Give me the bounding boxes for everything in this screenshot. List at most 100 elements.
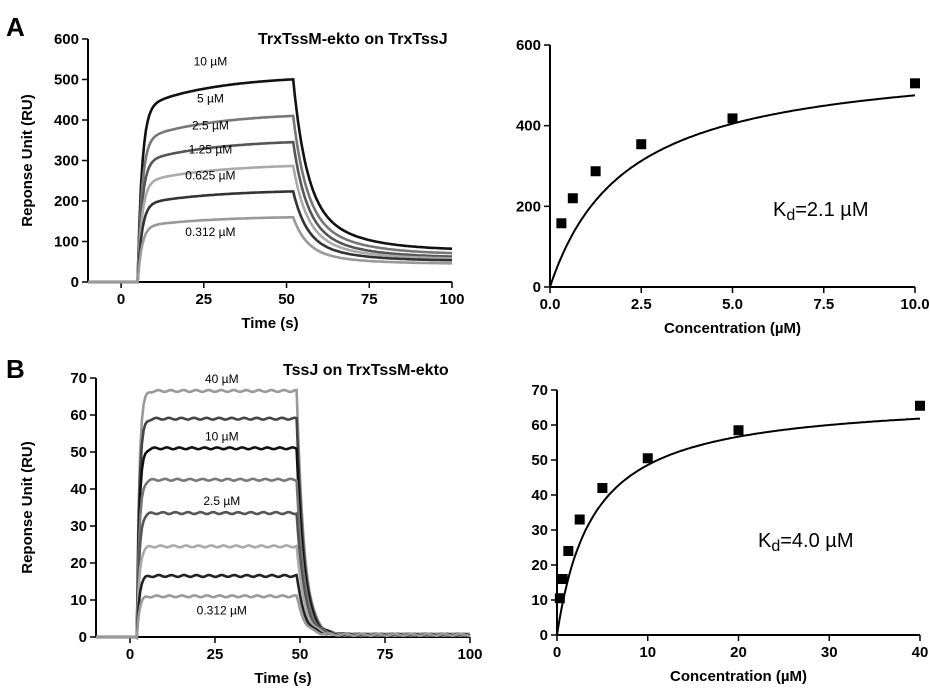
fit-curve <box>556 417 921 636</box>
x-tick-label: 25 <box>207 646 224 663</box>
y-tick-label: 70 <box>531 382 548 399</box>
concentration-label: 1.25 µM <box>189 143 233 157</box>
data-point <box>557 574 568 584</box>
panel-letter-a: A <box>6 12 25 42</box>
sensorgram-trace <box>88 190 453 284</box>
y-tick-label: 200 <box>516 198 541 215</box>
y-tick-label: 60 <box>531 417 548 434</box>
y-tick-label: 10 <box>70 592 87 609</box>
x-tick-label: 20 <box>730 644 747 661</box>
y-axis-label: Reponse Unit (RU) <box>19 441 36 574</box>
sensorgram-trace <box>96 544 471 639</box>
x-tick-label: 50 <box>278 291 295 308</box>
data-point <box>910 78 920 89</box>
sensorgram-trace <box>88 114 452 284</box>
y-tick-label: 60 <box>70 407 87 424</box>
sensorgram-trace <box>96 416 471 641</box>
y-tick-label: 0 <box>533 279 541 296</box>
y-tick-label: 10 <box>531 592 548 609</box>
sensorgram-trace <box>96 573 471 639</box>
panel-letter-b: B <box>6 354 25 384</box>
sensorgram-trace <box>88 78 452 284</box>
sensorgram-trace <box>96 477 471 639</box>
y-tick-label: 50 <box>70 444 87 461</box>
data-point <box>554 593 565 604</box>
y-tick-label: 70 <box>70 370 87 387</box>
x-axis-label: Concentration (µM) <box>670 668 807 685</box>
y-tick-label: 30 <box>531 522 548 539</box>
x-tick-label: 40 <box>912 644 929 661</box>
concentration-label: 0.625 µM <box>185 169 235 183</box>
y-tick-label: 0 <box>540 627 548 644</box>
y-tick-label: 500 <box>54 72 79 89</box>
x-tick-label: 75 <box>361 291 378 308</box>
data-point <box>556 218 567 229</box>
concentration-label: 10 µM <box>205 429 239 443</box>
panel-a-title: TrxTssM-ekto on TrxTssJ <box>258 31 448 48</box>
sensorgram-trace <box>88 164 452 284</box>
y-tick-label: 100 <box>54 234 79 251</box>
x-tick-label: 0 <box>126 646 134 663</box>
x-axis-label: Time (s) <box>241 315 298 332</box>
x-tick-label: 75 <box>377 646 394 663</box>
x-tick-label: 100 <box>457 646 482 663</box>
data-point <box>563 546 574 556</box>
x-tick-label: 0.0 <box>540 296 561 313</box>
y-tick-label: 300 <box>54 153 79 170</box>
x-tick-label: 10 <box>639 644 656 661</box>
data-point <box>590 166 601 177</box>
x-tick-label: 10.0 <box>900 296 929 313</box>
chart-a-sensorgram: 0 100 200 300 400 500 600 0 25 50 75 100 Time (s) Rep… <box>19 31 465 332</box>
concentration-label: 5 µM <box>197 92 224 106</box>
data-point <box>574 514 585 525</box>
x-tick-label: 7.5 <box>813 296 834 313</box>
fit-curve <box>549 94 916 288</box>
x-tick-label: 0 <box>117 291 125 308</box>
y-axis-label: Reponse Unit (RU) <box>19 94 36 227</box>
x-axis-label: Time (s) <box>254 670 311 687</box>
y-tick-label: 600 <box>516 37 541 54</box>
data-point <box>597 483 608 493</box>
data-point <box>733 425 744 436</box>
concentration-label: 0.312 µM <box>197 603 247 617</box>
concentration-label: 10 µM <box>194 54 228 68</box>
x-tick-label: 50 <box>292 646 309 663</box>
y-tick-label: 40 <box>531 487 548 504</box>
panel-b-title: TssJ on TrxTssM-ekto <box>283 362 449 379</box>
data-point <box>636 139 647 150</box>
x-tick-label: 2.5 <box>631 296 652 313</box>
x-tick-label: 0 <box>553 644 561 661</box>
sensorgram-trace <box>88 140 453 284</box>
data-point <box>642 453 653 464</box>
y-tick-label: 400 <box>54 112 79 129</box>
sensorgram-trace <box>88 215 452 284</box>
x-tick-label: 25 <box>195 291 212 308</box>
y-tick-label: 20 <box>70 555 87 572</box>
data-point <box>727 113 738 124</box>
y-tick-label: 20 <box>531 557 548 574</box>
kd-annotation-a: Kd=2.1 µM <box>773 199 868 224</box>
sensorgram-trace <box>96 446 471 640</box>
y-tick-label: 400 <box>516 118 541 135</box>
x-axis-label: Concentration (µM) <box>664 320 801 337</box>
y-tick-label: 200 <box>54 193 79 210</box>
concentration-label: 0.312 µM <box>185 225 235 239</box>
x-tick-label: 100 <box>439 291 464 308</box>
chart-b-sensorgram: 0 10 20 30 40 50 60 70 0 25 50 75 100 Time (s) Reponse… <box>19 370 483 687</box>
x-tick-label: 5.0 <box>722 296 743 313</box>
concentration-label: 40 µM <box>205 372 239 386</box>
sensorgram-trace <box>96 594 470 640</box>
kd-annotation-b: Kd=4.0 µM <box>758 530 853 555</box>
y-tick-label: 600 <box>54 31 79 48</box>
concentration-label: 2.5 µM <box>203 494 240 508</box>
y-tick-label: 40 <box>70 481 87 498</box>
data-point <box>567 193 578 204</box>
y-tick-label: 0 <box>71 274 79 291</box>
y-tick-label: 0 <box>79 629 87 646</box>
y-tick-label: 30 <box>70 518 87 535</box>
concentration-label: 2.5 µM <box>192 118 229 132</box>
y-tick-label: 50 <box>531 452 548 469</box>
chart-a-binding-curve: 0 200 400 600 0.0 2.5 5.0 7.5 10.0 Concentration … <box>516 37 930 337</box>
x-tick-label: 30 <box>821 644 838 661</box>
